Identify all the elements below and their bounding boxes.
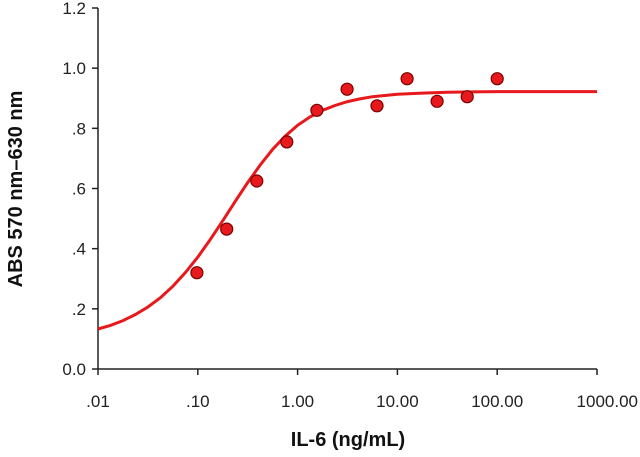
x-tick-label: 10.00 (376, 392, 419, 411)
data-point (430, 94, 444, 108)
x-axis-title: IL-6 (ng/mL) (291, 429, 405, 451)
y-ticks: 0.0 .2 .4 .6 .8 1.0 1.2 (62, 0, 98, 379)
data-point (400, 72, 414, 86)
data-point (310, 103, 324, 117)
y-tick-label: .4 (72, 240, 86, 259)
x-ticks: .01 .10 1.00 10.00 100.00 1000.00 (86, 369, 638, 411)
y-axis-title: ABS 570 nm–630 nm (5, 91, 27, 288)
y-tick-label: 0.0 (62, 360, 86, 379)
fit-curve (97, 90, 597, 331)
x-tick-label: .01 (86, 392, 110, 411)
y-tick-label: 1.2 (62, 0, 86, 18)
y-tick-label: .6 (72, 180, 86, 199)
y-tick-label: .8 (72, 119, 86, 138)
data-point (370, 99, 384, 113)
x-tick-label: .10 (186, 392, 210, 411)
x-tick-label: 100.00 (471, 392, 523, 411)
data-points (190, 72, 504, 280)
data-point (250, 174, 264, 188)
data-point (460, 90, 474, 104)
y-tick-label: 1.0 (62, 59, 86, 78)
x-tick-label: 1000.00 (577, 392, 638, 411)
data-point (340, 82, 354, 96)
data-point (220, 222, 234, 236)
data-point (280, 135, 294, 149)
data-point (490, 72, 504, 86)
y-tick-label: .2 (72, 300, 86, 319)
data-point (190, 266, 204, 280)
x-tick-label: 1.00 (281, 392, 314, 411)
